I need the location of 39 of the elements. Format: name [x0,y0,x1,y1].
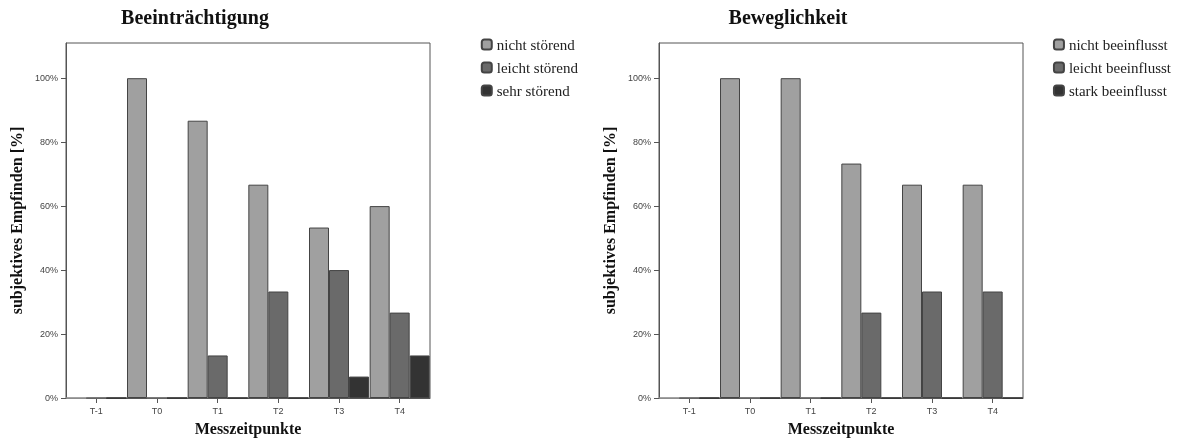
bar [127,78,147,398]
x-axis-title: Messzeitpunkte [787,419,895,438]
x-tick-label: T4 [987,405,998,416]
x-tick-label: T2 [866,405,877,416]
x-tick-label: T0 [151,405,163,416]
y-tick-label: 20% [632,329,651,340]
y-tick-label: 20% [39,329,58,340]
y-tick-label: 80% [39,137,58,148]
x-tick-label: T-1 [89,405,103,416]
x-axis-title: Messzeitpunkte [194,419,302,438]
x-tick-label: T3 [333,405,345,416]
chart-title: Beeinträchtigung [121,6,269,29]
bar [780,78,801,398]
y-tick-label: 60% [632,201,651,212]
x-tick-label: T2 [273,405,284,416]
y-tick-label: 80% [632,137,651,148]
y-tick-label: 100% [627,73,651,84]
legend-label: sehr störend [496,82,571,99]
x-tick-label: T-1 [682,405,696,416]
y-axis-title: subjektives Empfinden [%] [600,126,619,315]
y-tick-label: 0% [44,393,58,403]
legend-label: stark beeinflusst [1068,82,1168,99]
x-tick-label: T4 [394,405,405,416]
y-tick-label: 0% [637,393,651,403]
y-tick-label: 60% [39,201,58,212]
legend-label: leicht störend [496,59,579,76]
legend-label: nicht störend [496,36,576,53]
x-tick-label: T0 [744,405,756,416]
legend-label: nicht beeinflusst [1068,36,1169,53]
legend-label: leicht beeinflusst [1068,59,1172,76]
x-tick-label: T1 [212,405,223,416]
x-tick-label: T3 [926,405,938,416]
y-tick-label: 100% [34,73,58,84]
bar [720,78,740,398]
y-tick-label: 40% [39,265,58,276]
x-tick-label: T1 [805,405,816,416]
y-tick-label: 40% [632,265,651,276]
chart-title: Beweglichkeit [728,6,848,29]
y-axis-title: subjektives Empfinden [%] [7,126,26,315]
